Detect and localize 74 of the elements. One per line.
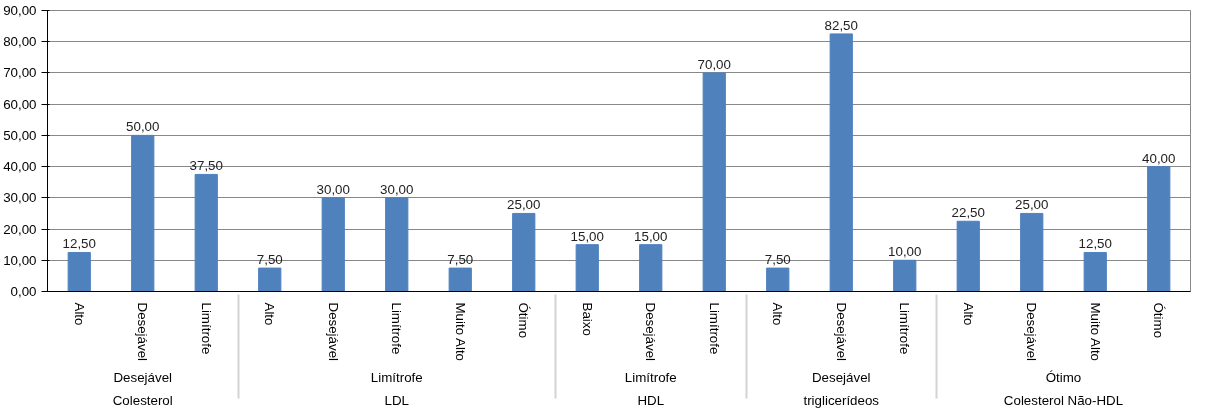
category-label: Desejável [325, 302, 341, 362]
category-label: Limítrofe [370, 369, 423, 385]
y-tick-label: 20,00 [3, 221, 37, 237]
category-label: Alto [960, 302, 976, 326]
bar [893, 259, 917, 292]
category-label: Alto [71, 302, 87, 326]
bar [639, 244, 663, 292]
bar [448, 267, 472, 292]
data-label: 25,00 [1015, 197, 1049, 213]
category-label: Colesterol Não-HDL [1003, 392, 1124, 408]
category-label: Desejável [135, 302, 151, 362]
category-label: Limítrofe [897, 302, 913, 355]
category-label: Desejável [833, 302, 849, 362]
y-tick-label: 70,00 [3, 65, 37, 81]
data-label: 22,50 [951, 205, 985, 221]
bar [321, 197, 345, 292]
bar [829, 33, 853, 292]
data-label: 37,50 [189, 158, 223, 174]
data-label: 50,00 [126, 119, 160, 135]
bar [766, 267, 790, 292]
bar [702, 72, 726, 292]
y-tick-label: 30,00 [3, 190, 37, 206]
category-label: Limítrofe [706, 302, 722, 355]
bar [194, 173, 218, 292]
category-label: Ótimo [516, 302, 532, 339]
data-label: 30,00 [380, 181, 414, 197]
bar [575, 244, 599, 292]
y-tick-label: 50,00 [3, 127, 37, 143]
data-label: 7,50 [764, 252, 791, 268]
data-label: 40,00 [1142, 150, 1176, 166]
y-tick-label: 40,00 [3, 159, 37, 175]
category-label: Limítrofe [198, 302, 214, 355]
category-label: Limítrofe [624, 369, 677, 385]
data-label: 12,50 [1078, 236, 1112, 252]
category-label: Alto [262, 302, 278, 326]
bar [1147, 166, 1171, 292]
category-label: Colesterol [112, 392, 173, 408]
data-label: 25,00 [507, 197, 541, 213]
category-label: Ótimo [1045, 369, 1082, 385]
y-tick-label: 10,00 [3, 252, 37, 268]
data-label: 10,00 [888, 244, 922, 260]
category-label: Desejável [811, 369, 871, 385]
category-label: Desejável [113, 369, 173, 385]
bar [1083, 251, 1107, 292]
data-label: 70,00 [697, 56, 731, 72]
category-label: Desejável [1024, 302, 1040, 362]
category-label: LDL [384, 392, 409, 408]
bar [385, 197, 409, 292]
bar [956, 220, 980, 292]
bar [1020, 212, 1044, 292]
category-label: Muito Alto [452, 302, 468, 362]
category-label: Alto [770, 302, 786, 326]
category-label: Muito Alto [1087, 302, 1103, 362]
bar [131, 134, 155, 292]
y-tick-label: 80,00 [3, 34, 37, 50]
data-label: 30,00 [316, 181, 350, 197]
y-tick-label: 0,00 [10, 284, 37, 299]
category-label: Baixo [579, 302, 595, 336]
y-tick-label: 60,00 [3, 96, 37, 112]
y-tick-label: 90,00 [3, 3, 37, 18]
category-label: triglicerídeos [803, 392, 880, 408]
data-label: 15,00 [570, 228, 604, 244]
category-label: HDL [637, 392, 665, 408]
data-label: 7,50 [256, 252, 283, 268]
bar [67, 251, 91, 292]
data-label: 82,50 [824, 17, 858, 33]
data-label: 15,00 [634, 228, 668, 244]
category-label: Desejável [643, 302, 659, 362]
category-label: Limítrofe [389, 302, 405, 355]
bar [258, 267, 282, 292]
bar [512, 212, 536, 292]
data-label: 7,50 [447, 252, 474, 268]
data-label: 12,50 [62, 236, 96, 252]
category-label: Ótimo [1151, 302, 1167, 339]
